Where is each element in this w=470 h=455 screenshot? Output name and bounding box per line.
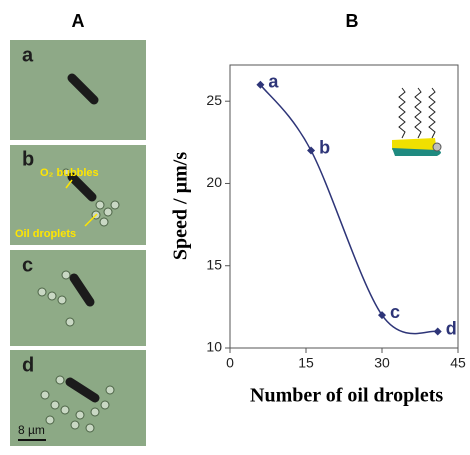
- inset-icon: [392, 87, 442, 156]
- x-axis-label: Number of oil droplets: [250, 385, 443, 407]
- y-tick-label: 25: [206, 92, 222, 108]
- point-label: c: [390, 302, 400, 322]
- image-label: a: [22, 44, 34, 66]
- x-tick-label: 15: [298, 355, 314, 371]
- data-point: [433, 327, 442, 336]
- micro-a: a: [10, 40, 146, 140]
- data-point: [378, 311, 386, 320]
- y-tick-label: 20: [206, 174, 222, 190]
- annotation: O₂ bubbles: [40, 167, 99, 179]
- panel-label: A: [72, 11, 85, 31]
- image-label: b: [22, 148, 34, 170]
- image-label: d: [22, 354, 34, 376]
- y-axis-label: Speed / µm/s: [170, 152, 192, 260]
- micro-b: b O₂ bubbles Oil droplets: [10, 145, 146, 245]
- point-label: d: [446, 318, 457, 338]
- image-label: c: [22, 254, 33, 276]
- point-label: b: [319, 137, 330, 157]
- y-tick-label: 15: [206, 256, 222, 272]
- annotation: Oil droplets: [15, 228, 76, 240]
- x-tick-label: 45: [450, 355, 466, 371]
- micro-d: d 8 µm: [10, 350, 146, 446]
- data-point: [307, 146, 316, 155]
- data-point: [256, 80, 265, 89]
- point-label: a: [268, 71, 279, 91]
- x-tick-label: 30: [374, 355, 390, 371]
- series-line: [259, 84, 438, 335]
- x-tick-label: 0: [226, 355, 234, 371]
- micro-c: c: [10, 250, 146, 346]
- scale-bar-label: 8 µm: [18, 423, 45, 437]
- panel-label: B: [346, 11, 359, 31]
- plot-frame: [229, 64, 459, 349]
- y-tick-label: 10: [206, 339, 222, 355]
